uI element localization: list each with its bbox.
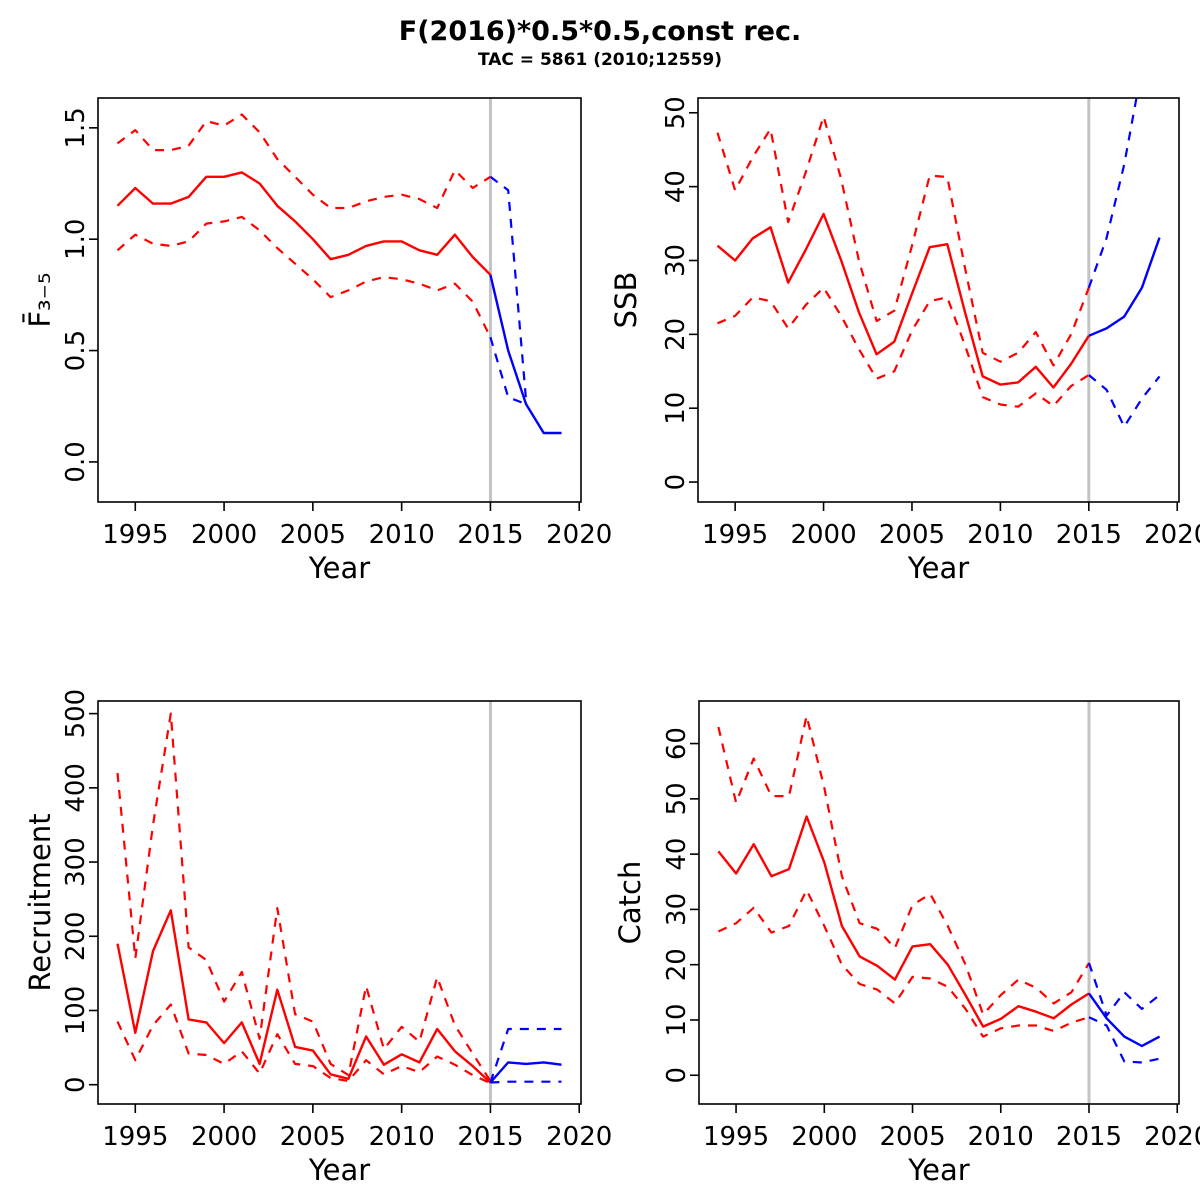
- historical-median-line: [716, 212, 1090, 389]
- historical-median-line: [717, 815, 1090, 1028]
- projection-median-line: [1088, 992, 1161, 1048]
- y-tick-label: 500: [61, 689, 91, 739]
- y-tick-label: 40: [661, 170, 691, 203]
- x-tick-label: 2000: [191, 520, 257, 550]
- y-tick-label: 0.0: [61, 441, 91, 482]
- y-tick-label: 100: [61, 986, 91, 1036]
- y-axis-title: Recruitment: [23, 813, 57, 991]
- y-tick-label: 50: [662, 782, 692, 815]
- x-tick-label: 2015: [457, 520, 523, 550]
- plot-frame: [97, 97, 582, 503]
- plot-frame: [698, 700, 1180, 1105]
- y-tick-label: 200: [61, 911, 91, 961]
- x-tick-label: 2000: [791, 1122, 857, 1152]
- y-tick-label: 20: [662, 948, 692, 981]
- x-tick-label: 2010: [369, 1122, 435, 1152]
- y-tick-label: 300: [61, 837, 91, 887]
- y-tick-label: 40: [662, 838, 692, 871]
- projection-lower-band-line: [490, 1080, 562, 1084]
- y-tick-label: 0: [662, 1067, 692, 1084]
- x-tick-label: 2020: [1144, 1122, 1200, 1152]
- y-tick-label: 30: [661, 244, 691, 277]
- x-tick-label: 1995: [102, 520, 168, 550]
- historical-upper-band-line: [116, 712, 492, 1082]
- y-tick-label: 20: [661, 318, 691, 351]
- panel-catch: 1995 2000 2005 2010 2015 2020 0 10 20 30 40 50 60 Yea…: [613, 700, 1200, 1187]
- x-tick-label: 2005: [280, 1122, 346, 1152]
- page-title: F(2016)*0.5*0.5,const rec.: [398, 16, 802, 47]
- x-tick-label: 2015: [1056, 520, 1122, 550]
- historical-lower-band-line: [717, 888, 1090, 1038]
- historical-lower-band-line: [116, 1003, 491, 1085]
- x-tick-label: 2010: [369, 520, 435, 550]
- projection-median-line: [489, 1061, 562, 1084]
- y-tick-label: 0.5: [61, 330, 91, 371]
- historical-median-line: [116, 171, 492, 276]
- x-tick-label: 2015: [457, 1122, 523, 1152]
- x-tick-label: 2020: [546, 520, 612, 550]
- x-tick-label: 1995: [702, 520, 768, 550]
- y-tick-label: 10: [661, 392, 691, 425]
- historical-lower-band-line: [717, 286, 1090, 408]
- x-tick-label: 2020: [546, 1122, 612, 1152]
- projection-upper-band-line: [1087, 98, 1138, 289]
- projection-median-line: [1088, 237, 1161, 337]
- projection-lower-band-line: [1088, 1016, 1160, 1064]
- x-tick-label: 1995: [703, 1122, 769, 1152]
- x-tick-label: 2010: [968, 1122, 1034, 1152]
- x-axis-title: Year: [907, 1153, 969, 1187]
- y-tick-label: 1.0: [61, 219, 91, 260]
- historical-lower-band-line: [116, 215, 492, 338]
- x-tick-label: 2010: [967, 520, 1033, 550]
- projection-upper-band-line: [489, 1027, 562, 1083]
- y-tick-label: 10: [662, 1003, 692, 1036]
- y-tick-label: 1.5: [61, 107, 91, 148]
- y-tick-label: 400: [61, 763, 91, 813]
- projection-lower-band-line: [1088, 374, 1161, 428]
- historical-upper-band-line: [717, 714, 1090, 1016]
- x-tick-label: 2005: [879, 1122, 945, 1152]
- panel-ssb: 1995 2000 2005 2010 2015 2020 0 10 20 30 40 50 Year S…: [609, 96, 1200, 585]
- historical-upper-band-line: [716, 115, 1090, 367]
- x-tick-label: 2020: [1144, 520, 1200, 550]
- y-tick-label: 0: [61, 1076, 91, 1093]
- panel-f-bar-3-5: 1995 2000 2005 2010 2015 2020 0.0 0.5 1.0 1.5 Year…: [23, 97, 612, 585]
- x-tick-label: 2000: [191, 1122, 257, 1152]
- x-tick-label: 2005: [879, 520, 945, 550]
- historical-median-line: [116, 909, 492, 1084]
- x-tick-label: 1995: [102, 1122, 168, 1152]
- x-axis-title: Year: [308, 551, 370, 585]
- x-axis-title: Year: [308, 1153, 370, 1187]
- projection-lower-band-line: [489, 336, 527, 406]
- x-axis-title: Year: [907, 551, 969, 585]
- y-tick-label: 30: [662, 893, 692, 926]
- y-axis-title: F̄₃₋₅: [23, 272, 57, 327]
- y-tick-label: 50: [661, 96, 691, 129]
- y-tick-label: 0: [661, 474, 691, 491]
- projection-median-line: [489, 274, 562, 435]
- x-tick-label: 2000: [790, 520, 856, 550]
- x-tick-label: 2015: [1056, 1122, 1122, 1152]
- plot-frame: [697, 97, 1180, 503]
- panel-recruitment: 1995 2000 2005 2010 2015 2020 0 100 200 300 400 500…: [23, 689, 612, 1187]
- projection-upper-band-line: [1087, 962, 1161, 1017]
- historical-upper-band-line: [116, 113, 491, 210]
- x-tick-label: 2005: [280, 520, 346, 550]
- y-axis-title: Catch: [613, 861, 647, 945]
- plot-frame: [97, 700, 582, 1105]
- y-axis-title: SSB: [609, 272, 643, 329]
- projection-upper-band-line: [489, 175, 528, 400]
- page-subtitle: TAC = 5861 (2010;12559): [477, 50, 723, 70]
- y-tick-label: 60: [662, 727, 692, 760]
